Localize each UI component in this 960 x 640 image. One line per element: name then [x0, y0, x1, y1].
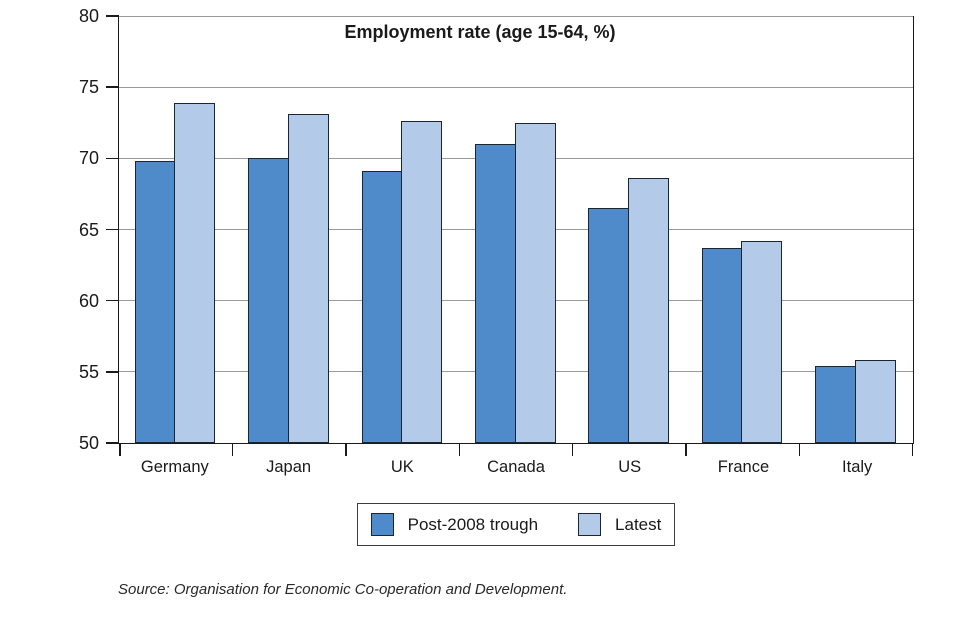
legend: Post-2008 trough Latest — [356, 503, 676, 546]
legend-item-latest: Latest — [578, 513, 661, 536]
x-axis-label-germany: Germany — [140, 458, 209, 476]
bar-japan-post-2008-trough — [248, 158, 290, 443]
bar-canada-latest — [514, 122, 556, 443]
legend-label-latest: Latest — [615, 514, 662, 534]
bar-uk-post-2008-trough — [361, 171, 403, 443]
x-boundary-tick-7 — [911, 443, 913, 456]
y-tick-55 — [106, 371, 119, 373]
y-tick-50 — [106, 442, 119, 444]
y-axis-label-60: 60 — [78, 290, 99, 311]
bar-uk-latest — [401, 121, 443, 443]
gridline-75 — [119, 86, 913, 88]
bar-japan-latest — [287, 114, 329, 443]
legend-wrap: Post-2008 trough Latest — [118, 503, 914, 546]
y-tick-75 — [106, 86, 119, 88]
x-boundary-tick-0 — [119, 443, 121, 456]
bar-italy-post-2008-trough — [815, 366, 857, 443]
bar-france-post-2008-trough — [701, 248, 743, 443]
bar-canada-post-2008-trough — [475, 144, 516, 443]
y-axis-label-80: 80 — [78, 6, 99, 26]
x-axis-label-us: US — [618, 458, 642, 476]
x-boundary-tick-3 — [458, 443, 461, 456]
legend-item-post-2008-trough: Post-2008 trough — [370, 513, 539, 536]
bar-germany-latest — [174, 102, 216, 443]
y-tick-60 — [106, 299, 119, 302]
x-axis-label-uk: UK — [390, 458, 414, 476]
y-axis-label-55: 55 — [78, 361, 99, 382]
bar-us-post-2008-trough — [588, 208, 630, 443]
legend-swatch-post-2008-trough — [370, 513, 394, 536]
bar-france-latest — [741, 240, 783, 443]
x-axis-label-france: France — [717, 458, 770, 476]
x-boundary-tick-5 — [685, 443, 687, 456]
x-boundary-tick-2 — [345, 443, 347, 456]
legend-label-post-2008-trough: Post-2008 trough — [407, 514, 539, 534]
y-axis-label-50: 50 — [78, 433, 99, 453]
bar-italy-latest — [854, 360, 896, 443]
x-boundary-tick-1 — [231, 443, 234, 456]
bar-us-latest — [627, 178, 669, 443]
source-note: Source: Organisation for Economic Co-ope… — [118, 581, 568, 598]
x-axis-label-italy: Italy — [842, 458, 873, 476]
plot-area: 50 55 60 65 70 75 80 — [79, 6, 914, 456]
x-boundary-tick-6 — [798, 443, 801, 456]
x-axis-label-canada: Canada — [487, 458, 545, 476]
y-axis-label-65: 65 — [78, 219, 99, 240]
y-tick-70 — [106, 157, 119, 160]
y-tick-80 — [106, 15, 119, 17]
bar-germany-post-2008-trough — [134, 161, 176, 443]
x-boundary-tick-4 — [571, 443, 574, 456]
x-axis-label-japan: Japan — [266, 458, 312, 476]
y-axis-label-70: 70 — [78, 148, 99, 169]
y-axis-label-75: 75 — [78, 77, 99, 98]
x-axis-labels: Germany Japan UK Canada US France Italy — [118, 458, 914, 477]
legend-swatch-latest — [578, 513, 602, 536]
gridline-80 — [119, 15, 913, 17]
y-tick-65 — [106, 228, 119, 231]
chart-title: Employment rate (age 15-64, %) — [344, 22, 616, 42]
